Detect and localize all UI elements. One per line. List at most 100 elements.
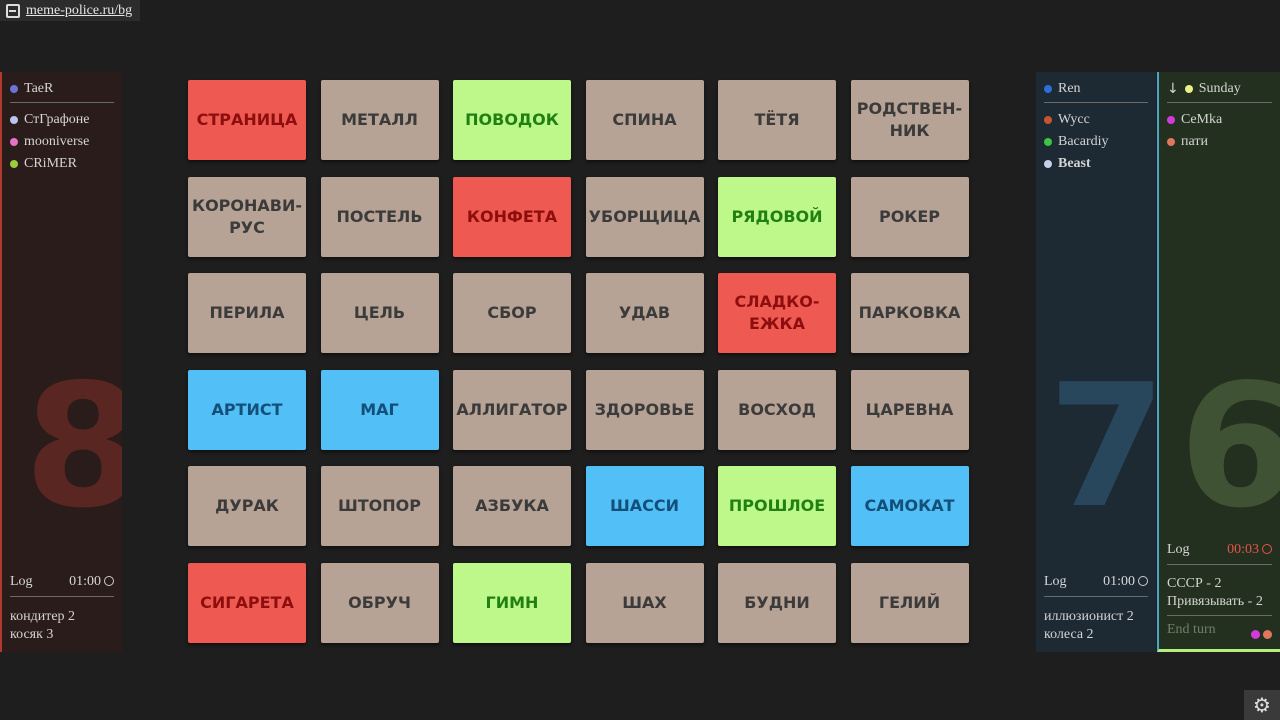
- word-card[interactable]: ПОВОДОК: [453, 80, 571, 160]
- word-card[interactable]: ПРОШЛОЕ: [718, 466, 836, 546]
- word-card[interactable]: СЛАДКО- ЕЖКА: [718, 273, 836, 353]
- word-card[interactable]: ПОСТЕЛЬ: [320, 176, 439, 257]
- word-card[interactable]: ТЁТЯ: [718, 80, 836, 160]
- player-item[interactable]: Wycc: [1044, 109, 1148, 131]
- log-button[interactable]: Log: [1044, 574, 1067, 589]
- word-card[interactable]: СПИНА: [585, 80, 704, 160]
- blue-players: Wycc Bacardiy Beast: [1036, 103, 1156, 175]
- word-card[interactable]: ГИМН: [453, 562, 571, 643]
- word-card[interactable]: РОДСТВЕН- НИК: [850, 80, 969, 160]
- blue-log-row: Log 01:00: [1044, 574, 1148, 597]
- player-dot-icon: [10, 160, 18, 168]
- player-item[interactable]: mooniverse: [10, 131, 114, 153]
- blue-score: 7: [1048, 348, 1156, 546]
- captain-item[interactable]: TaeR: [10, 80, 106, 98]
- player-item[interactable]: Beast: [1044, 153, 1148, 175]
- red-team-panel: TaeR СтГрафоне mooniverse CRiMER 8 Log 0…: [0, 72, 122, 652]
- green-score: 6: [1179, 362, 1280, 532]
- player-name: пати: [1181, 134, 1208, 149]
- word-card[interactable]: МЕТАЛЛ: [320, 80, 439, 160]
- word-card[interactable]: ГЕЛИЙ: [850, 562, 969, 643]
- word-card[interactable]: ПАРКОВКА: [850, 273, 969, 353]
- player-dot-icon: [1184, 85, 1193, 93]
- green-players: CeMka пати: [1159, 103, 1280, 153]
- player-name: mooniverse: [24, 134, 90, 149]
- player-name: Wycc: [1058, 112, 1090, 127]
- word-card[interactable]: АЛЛИГАТОР: [453, 369, 571, 450]
- word-card[interactable]: БУДНИ: [718, 562, 836, 643]
- green-clues: СССР - 2 Привязывать - 2: [1167, 575, 1272, 616]
- word-card[interactable]: РОКЕР: [850, 176, 969, 257]
- player-marker-icon: [1251, 630, 1260, 639]
- timer-value: 01:00: [69, 574, 101, 589]
- player-item[interactable]: CeMka: [1167, 109, 1272, 131]
- blue-clue: иллюзионист 2: [1044, 609, 1134, 624]
- url-bar: meme-police.ru/bg: [0, 0, 140, 21]
- captain-item[interactable]: Ren: [1044, 80, 1140, 98]
- player-dot-icon: [1044, 116, 1052, 124]
- word-card[interactable]: ЗДОРОВЬЕ: [585, 369, 704, 450]
- word-card[interactable]: ОБРУЧ: [320, 562, 439, 643]
- word-card[interactable]: ПЕРИЛА: [188, 273, 306, 353]
- blue-captain: Ren: [1044, 72, 1148, 103]
- word-card[interactable]: ЦЕЛЬ: [320, 273, 439, 353]
- captain-name: Sunday: [1198, 81, 1241, 96]
- red-clue: кондитер 2: [10, 609, 76, 624]
- player-item[interactable]: Bacardiy: [1044, 131, 1148, 153]
- word-card[interactable]: УБОРЩИЦА: [585, 176, 704, 257]
- player-dot-icon: [10, 116, 18, 124]
- word-card[interactable]: РЯДОВОЙ: [718, 176, 836, 257]
- log-button[interactable]: Log: [10, 574, 33, 589]
- word-card[interactable]: СТРАНИЦА: [188, 80, 306, 160]
- word-card[interactable]: ВОСХОД: [718, 369, 836, 450]
- word-card[interactable]: УДАВ: [585, 273, 704, 353]
- player-item[interactable]: CRiMER: [10, 153, 114, 175]
- captain-name: Ren: [1058, 81, 1081, 96]
- player-item[interactable]: пати: [1167, 131, 1272, 153]
- word-card[interactable]: ДУРАК: [188, 466, 306, 546]
- player-item[interactable]: СтГрафоне: [10, 109, 114, 131]
- site-link[interactable]: meme-police.ru/bg: [26, 2, 133, 18]
- word-card[interactable]: ШТОПОР: [320, 466, 439, 546]
- word-card[interactable]: МАГ: [320, 369, 439, 450]
- player-name: Bacardiy: [1058, 134, 1109, 149]
- word-card[interactable]: АРТИСТ: [188, 369, 306, 450]
- word-card[interactable]: КОРОНАВИ- РУС: [188, 176, 306, 257]
- end-turn-button[interactable]: End turn: [1167, 622, 1216, 637]
- player-name: CRiMER: [24, 156, 77, 171]
- word-card[interactable]: СИГАРЕТА: [188, 562, 306, 643]
- word-card[interactable]: ШАХ: [585, 562, 704, 643]
- player-dot-icon: [10, 85, 18, 93]
- red-timer: 01:00: [69, 574, 114, 590]
- player-dot-icon: [1044, 138, 1052, 146]
- green-captain: ↓ Sunday: [1167, 72, 1272, 103]
- gear-icon[interactable]: ⚙: [1244, 690, 1280, 720]
- captain-item[interactable]: ↓ Sunday: [1167, 80, 1264, 98]
- word-card[interactable]: ШАССИ: [585, 466, 704, 546]
- green-clue: СССР - 2: [1167, 576, 1222, 591]
- player-dot-icon: [1044, 160, 1052, 168]
- clock-icon: [1138, 576, 1148, 586]
- red-log-row: Log 01:00: [10, 574, 114, 597]
- player-name: CeMka: [1181, 112, 1223, 127]
- timer-value: 00:03: [1227, 542, 1259, 557]
- word-board: СТРАНИЦА МЕТАЛЛ ПОВОДОК СПИНА ТЁТЯ РОДСТВЕН- …: [188, 80, 969, 643]
- word-card[interactable]: САМОКАТ: [850, 466, 969, 546]
- word-card[interactable]: АЗБУКА: [453, 466, 571, 546]
- blue-team-panel: Ren Wycc Bacardiy Beast 7 Log 01:00 иллю…: [1036, 72, 1156, 652]
- green-log-row: Log 00:03: [1167, 542, 1272, 565]
- exit-icon[interactable]: [6, 3, 20, 18]
- word-card[interactable]: ЦАРЕВНА: [850, 369, 969, 450]
- player-dot-icon: [1044, 85, 1052, 93]
- word-card[interactable]: СБОР: [453, 273, 571, 353]
- player-name: Beast: [1058, 156, 1091, 171]
- green-clue: Привязывать - 2: [1167, 594, 1263, 609]
- blue-clue: колеса 2: [1044, 627, 1094, 642]
- red-players: СтГрафоне mooniverse CRiMER: [2, 103, 122, 175]
- blue-timer: 01:00: [1103, 574, 1148, 590]
- log-button[interactable]: Log: [1167, 542, 1190, 557]
- red-score: 8: [24, 362, 122, 532]
- red-clue: косяк 3: [10, 627, 54, 642]
- word-card[interactable]: КОНФЕТА: [453, 176, 571, 257]
- player-dot-icon: [1167, 138, 1175, 146]
